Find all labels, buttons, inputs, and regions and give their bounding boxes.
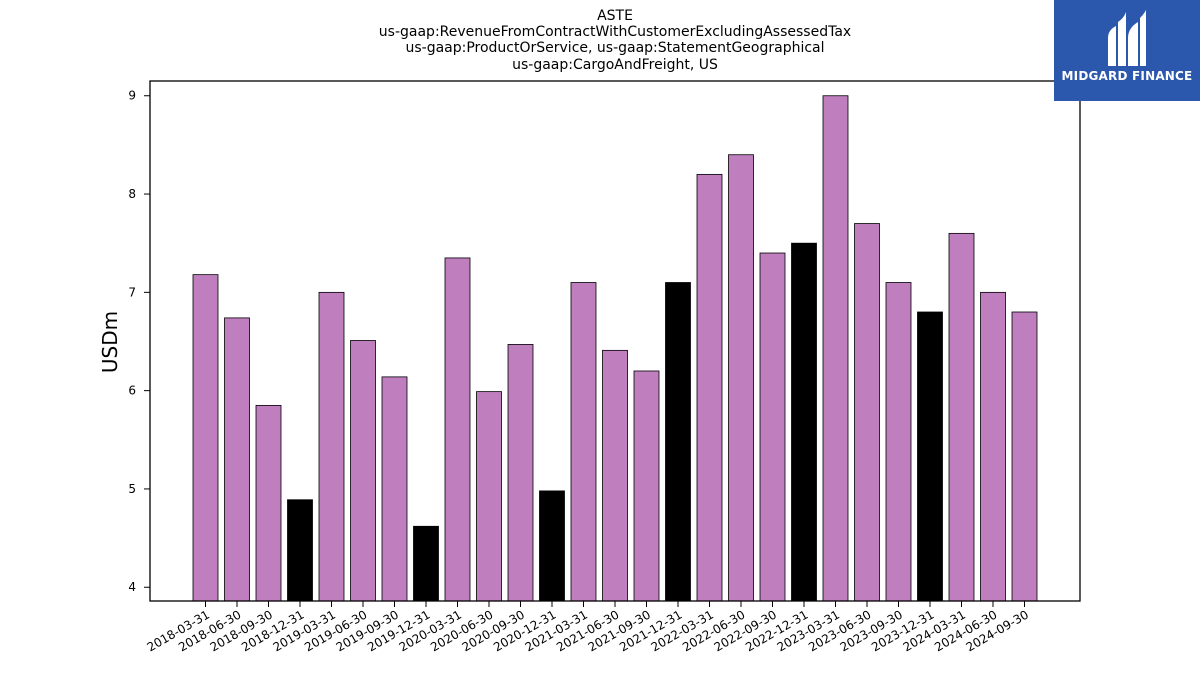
y-tick-label: 6 — [128, 384, 136, 398]
bar-2023-06-30 — [854, 223, 880, 602]
chart-title-line-1: ASTE — [597, 8, 633, 24]
bar-series — [192, 95, 1038, 602]
bar-2021-06-30 — [602, 349, 628, 602]
bar-2020-09-30 — [507, 344, 534, 602]
bar-2023-12-31 — [917, 311, 943, 602]
y-tick-label: 5 — [128, 482, 136, 496]
bar-2018-12-31 — [287, 499, 313, 602]
bar-2022-06-30 — [728, 154, 754, 602]
bar-2019-03-31 — [318, 291, 345, 602]
bar-2021-03-31 — [570, 282, 597, 602]
y-tick-label: 8 — [128, 187, 136, 201]
bar-2022-03-31 — [696, 173, 723, 602]
x-axis: 2018-03-312018-06-302018-09-302018-12-31… — [145, 601, 1031, 654]
bar-2020-06-30 — [476, 391, 502, 602]
chart-title-line-3: us-gaap:ProductOrService, us-gaap:Statem… — [405, 40, 824, 56]
bar-2024-06-30 — [980, 291, 1006, 602]
chart-title: ASTE us-gaap:RevenueFromContractWithCust… — [379, 8, 851, 73]
y-tick-label: 7 — [128, 285, 136, 299]
y-axis: 4 5 6 7 8 9 — [128, 89, 150, 594]
y-tick-label: 4 — [128, 580, 136, 594]
bar-2021-12-31 — [665, 282, 691, 602]
midgard-logo-icon — [1108, 10, 1146, 66]
bar-2023-09-30 — [885, 282, 912, 602]
bar-2022-09-30 — [759, 252, 786, 602]
bar-2024-09-30 — [1011, 311, 1038, 602]
bar-2020-03-31 — [444, 257, 471, 602]
bar-2022-12-31 — [791, 242, 817, 602]
chart-title-line-2: us-gaap:RevenueFromContractWithCustomerE… — [379, 24, 851, 40]
bar-2024-03-31 — [948, 232, 975, 602]
bar-2018-09-30 — [255, 404, 282, 602]
bar-2020-12-31 — [539, 490, 565, 602]
chart-title-line-4: us-gaap:CargoAndFreight, US — [512, 57, 718, 73]
plot-frame — [149, 80, 1081, 602]
bar-2019-09-30 — [381, 376, 408, 602]
bar-2021-09-30 — [633, 370, 660, 602]
brand-logo-text: MIDGARD FINANCE — [1061, 69, 1193, 83]
bar-2019-12-31 — [413, 525, 439, 602]
y-axis-label: USDm — [98, 311, 122, 373]
bar-2019-06-30 — [350, 340, 376, 602]
bar-2018-06-30 — [224, 317, 250, 602]
bar-2018-03-31 — [192, 274, 219, 602]
y-tick-label: 9 — [128, 89, 136, 103]
bar-2023-03-31 — [822, 95, 849, 602]
brand-logo: MIDGARD FINANCE — [1054, 0, 1200, 101]
